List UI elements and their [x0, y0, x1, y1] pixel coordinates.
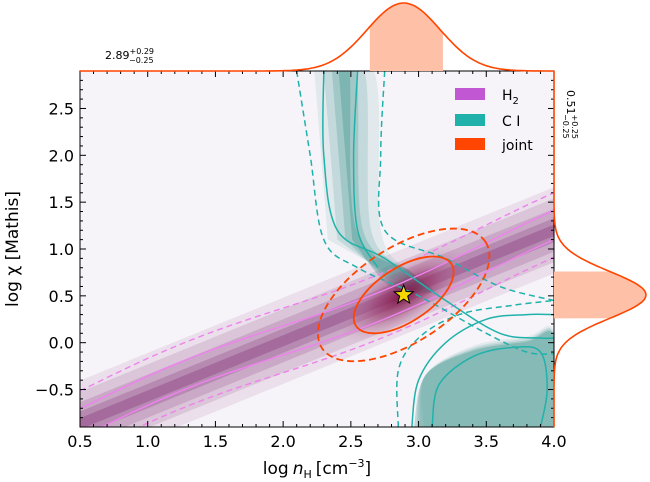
y-tick-label: −0.5: [35, 381, 74, 400]
ci-contour-lower-branch: [411, 313, 554, 427]
y-ticks: −0.5 0.0 0.5 1.0 1.5 2.0 2.5: [35, 79, 554, 419]
ci-density-upper-3: [338, 71, 433, 293]
x-label-exp: −3: [348, 457, 364, 470]
x-label-sub: H: [304, 468, 312, 481]
h2-contour-outer-upper: [80, 191, 554, 392]
legend-swatch-joint: [455, 138, 485, 150]
h2-contour-inner-lower: [100, 238, 554, 427]
y-estimate-value: 0.51: [564, 90, 577, 115]
ci-contour-inner-left: [322, 71, 554, 340]
ci-contour-lower-inner: [431, 345, 548, 427]
h2-contour-inner-upper: [80, 209, 554, 410]
x-tick-label: 3.5: [474, 432, 499, 451]
x-estimate-plus: +0.29: [130, 47, 155, 56]
density-heatmap: [80, 71, 554, 427]
legend-label-ci: C I: [502, 114, 520, 130]
y-tick-label: 1.0: [49, 240, 74, 259]
x-ticks: 0.5 1.0 1.5 2.0 2.5 3.0 3.5 4.0: [67, 71, 567, 451]
x-marginal-curve: [80, 2, 554, 72]
joint-contour-inner: [352, 255, 455, 335]
x-axis-label: log nH [cm−3]: [263, 457, 371, 481]
x-marginal-distribution: [80, 2, 554, 72]
y-estimate-annotation: 0.51+0.25−0.25: [561, 90, 579, 139]
ci-density-upper-2: [331, 71, 433, 293]
x-label-log: log: [263, 459, 289, 479]
x-estimate-minus: −0.25: [129, 56, 154, 65]
x-tick-label: 0.5: [67, 432, 92, 451]
y-marginal-shade: [554, 271, 646, 319]
x-label-unit: [cm: [316, 459, 349, 479]
y-axis-label: log χ [Mathis]: [3, 191, 23, 307]
y-estimate-plus: +0.25: [570, 115, 579, 140]
ci-contour-outer-left: [295, 71, 554, 355]
ci-density-lower-1: [419, 327, 554, 427]
x-tick-label: 2.5: [338, 432, 363, 451]
legend-swatch-h2: [455, 88, 485, 100]
y-marginal-distribution: [553, 71, 647, 427]
ci-density-lower-0: [421, 325, 554, 427]
y-tick-label: 2.0: [49, 146, 74, 165]
x-tick-label: 4.0: [541, 432, 566, 451]
contour-lines: [80, 71, 554, 427]
legend-swatch-ci: [455, 114, 485, 126]
ci-density-lower-3: [414, 331, 554, 427]
legend-label-h2: H2: [502, 88, 519, 107]
ci-contour-lower-branch-outer: [396, 299, 554, 427]
y-estimate-minus: −0.25: [561, 114, 570, 139]
x-label-close: ]: [365, 459, 372, 479]
x-marginal-shade: [369, 3, 443, 71]
x-tick-label: 3.0: [406, 432, 431, 451]
x-tick-label: 1.0: [135, 432, 160, 451]
y-tick-label: 1.5: [49, 193, 74, 212]
x-tick-label: 2.0: [270, 432, 295, 451]
h2-density-layer-0: [80, 187, 554, 427]
ci-density-upper-1: [323, 71, 433, 293]
h2-contour-outer-lower: [137, 256, 554, 427]
legend: H2 C I joint: [455, 88, 533, 154]
x-tick-label: 1.5: [203, 432, 228, 451]
x-label-var: n: [293, 459, 304, 479]
ci-contour-inner-right: [352, 71, 379, 269]
joint-contour-outer: [317, 227, 491, 363]
y-marginal-curve: [553, 71, 647, 427]
x-estimate-value: 2.89: [105, 49, 130, 62]
ci-density-lower-2: [416, 329, 554, 427]
legend-label-joint: joint: [501, 138, 533, 154]
best-fit-star-marker: [392, 283, 415, 305]
y-tick-label: 2.5: [49, 99, 74, 118]
y-tick-label: 0.5: [49, 287, 74, 306]
x-estimate-annotation: 2.89+0.29 −0.25: [105, 47, 154, 65]
y-tick-label: 0.0: [49, 334, 74, 353]
